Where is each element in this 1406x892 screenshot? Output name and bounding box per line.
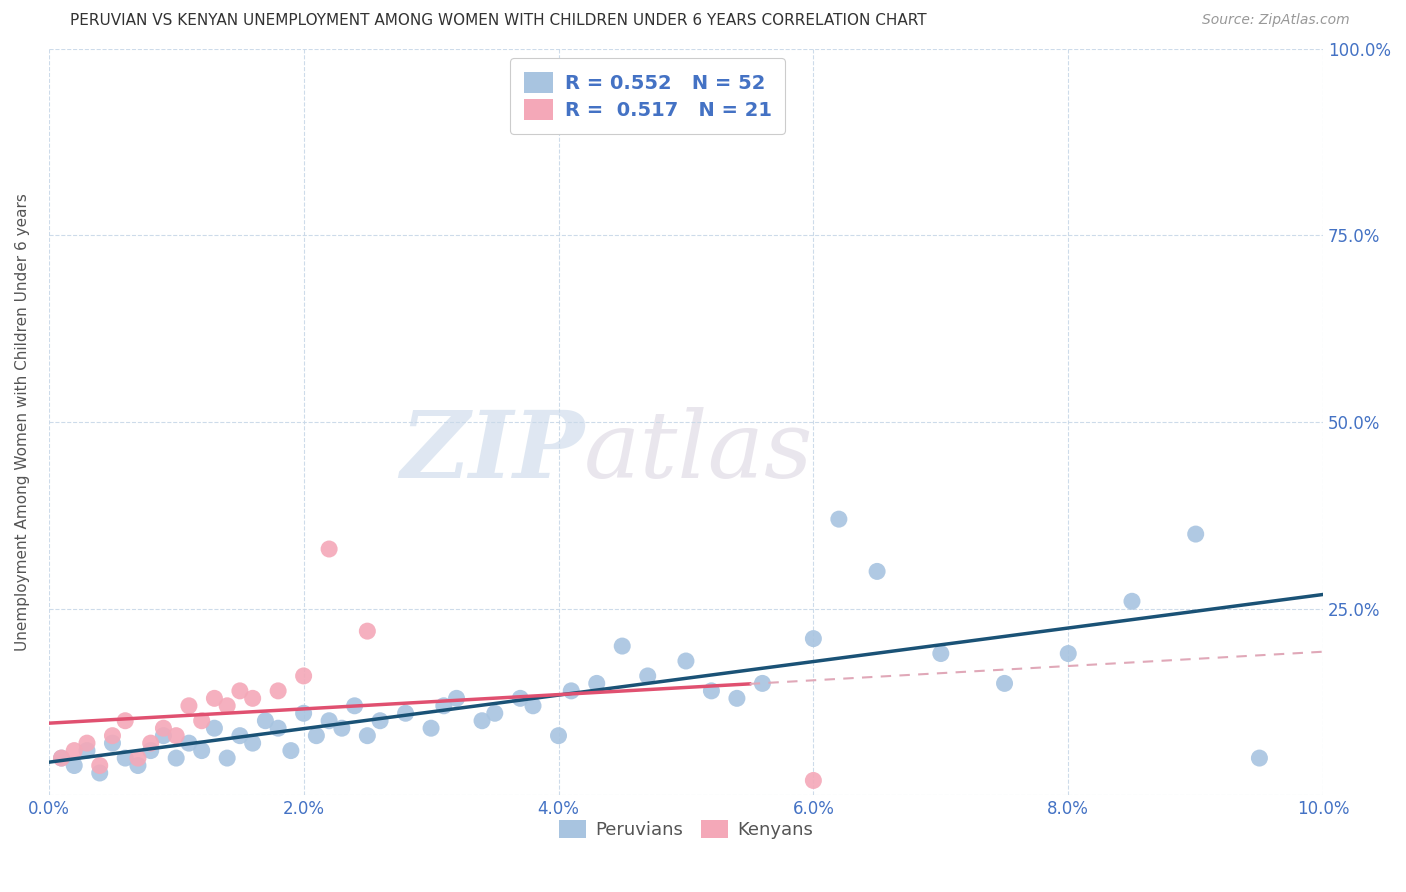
Point bbox=[292, 669, 315, 683]
Point bbox=[89, 766, 111, 780]
Point bbox=[675, 654, 697, 668]
Point bbox=[139, 736, 162, 750]
Point bbox=[127, 758, 149, 772]
Point bbox=[63, 743, 86, 757]
Point bbox=[114, 714, 136, 728]
Text: Source: ZipAtlas.com: Source: ZipAtlas.com bbox=[1202, 13, 1350, 28]
Point bbox=[866, 565, 889, 579]
Point bbox=[803, 632, 825, 646]
Point bbox=[585, 676, 607, 690]
Point bbox=[700, 684, 723, 698]
Text: atlas: atlas bbox=[583, 407, 814, 497]
Point bbox=[127, 751, 149, 765]
Point bbox=[229, 729, 252, 743]
Point bbox=[165, 751, 187, 765]
Point bbox=[993, 676, 1015, 690]
Point bbox=[318, 714, 340, 728]
Point bbox=[1057, 647, 1080, 661]
Point bbox=[177, 736, 200, 750]
Point bbox=[242, 691, 264, 706]
Point bbox=[254, 714, 277, 728]
Point bbox=[471, 714, 494, 728]
Point bbox=[204, 721, 226, 735]
Point bbox=[343, 698, 366, 713]
Point bbox=[330, 721, 353, 735]
Point bbox=[433, 698, 456, 713]
Point bbox=[318, 541, 340, 556]
Point bbox=[242, 736, 264, 750]
Point bbox=[152, 729, 174, 743]
Point bbox=[190, 714, 212, 728]
Point bbox=[356, 729, 378, 743]
Point bbox=[420, 721, 443, 735]
Point bbox=[114, 751, 136, 765]
Point bbox=[51, 751, 73, 765]
Text: PERUVIAN VS KENYAN UNEMPLOYMENT AMONG WOMEN WITH CHILDREN UNDER 6 YEARS CORRELAT: PERUVIAN VS KENYAN UNEMPLOYMENT AMONG WO… bbox=[70, 13, 927, 29]
Point bbox=[190, 743, 212, 757]
Point bbox=[217, 698, 239, 713]
Point bbox=[76, 736, 98, 750]
Point bbox=[204, 691, 226, 706]
Point bbox=[1249, 751, 1271, 765]
Point bbox=[165, 729, 187, 743]
Point bbox=[51, 751, 73, 765]
Point bbox=[803, 773, 825, 788]
Point bbox=[612, 639, 634, 653]
Point bbox=[292, 706, 315, 721]
Point bbox=[356, 624, 378, 639]
Point bbox=[101, 736, 124, 750]
Point bbox=[1121, 594, 1143, 608]
Point bbox=[217, 751, 239, 765]
Point bbox=[280, 743, 302, 757]
Point bbox=[484, 706, 506, 721]
Point bbox=[267, 684, 290, 698]
Point bbox=[560, 684, 582, 698]
Y-axis label: Unemployment Among Women with Children Under 6 years: Unemployment Among Women with Children U… bbox=[15, 194, 30, 651]
Point bbox=[139, 743, 162, 757]
Point bbox=[725, 691, 748, 706]
Point bbox=[446, 691, 468, 706]
Point bbox=[305, 729, 328, 743]
Point bbox=[828, 512, 851, 526]
Point bbox=[751, 676, 773, 690]
Point bbox=[929, 647, 952, 661]
Point bbox=[76, 743, 98, 757]
Point bbox=[89, 758, 111, 772]
Point bbox=[637, 669, 659, 683]
Point bbox=[1184, 527, 1206, 541]
Point bbox=[509, 691, 531, 706]
Point bbox=[101, 729, 124, 743]
Point bbox=[152, 721, 174, 735]
Point bbox=[267, 721, 290, 735]
Point bbox=[522, 698, 544, 713]
Text: ZIP: ZIP bbox=[399, 407, 583, 497]
Point bbox=[547, 729, 569, 743]
Point bbox=[229, 684, 252, 698]
Point bbox=[63, 758, 86, 772]
Point bbox=[394, 706, 416, 721]
Point bbox=[177, 698, 200, 713]
Legend: Peruvians, Kenyans: Peruvians, Kenyans bbox=[551, 813, 820, 847]
Point bbox=[368, 714, 391, 728]
